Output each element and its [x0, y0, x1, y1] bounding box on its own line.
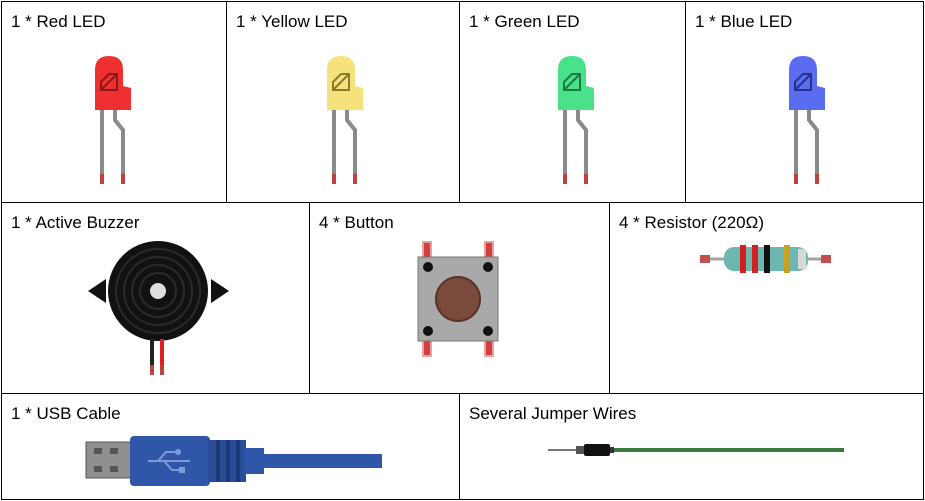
- cell-usb-cable: 1 * USB Cable: [1, 393, 460, 500]
- green-led-icon: [550, 52, 600, 187]
- red-led-icon: [87, 52, 137, 187]
- cell-red-led: 1 * Red LED: [1, 1, 227, 203]
- resistor-icon: [698, 239, 833, 275]
- cell-blue-led: 1 * Blue LED: [685, 1, 924, 203]
- cell-active-buzzer: 1 * Active Buzzer: [1, 202, 310, 394]
- buzzer-icon: [86, 239, 231, 379]
- active-buzzer-label: 1 * Active Buzzer: [11, 213, 140, 232]
- cell-button: 4 * Button: [309, 202, 610, 394]
- blue-led-label: 1 * Blue LED: [695, 12, 793, 31]
- push-button-icon: [414, 239, 502, 359]
- blue-led-icon: [781, 52, 831, 187]
- yellow-led-icon: [319, 52, 369, 187]
- yellow-led-label: 1 * Yellow LED: [236, 12, 348, 31]
- usb-cable-label: 1 * USB Cable: [11, 404, 121, 423]
- cell-green-led: 1 * Green LED: [459, 1, 686, 203]
- jumper-wires-label: Several Jumper Wires: [469, 404, 637, 423]
- usb-cable-icon: [84, 432, 384, 490]
- cell-resistor: 4 * Resistor (220Ω): [609, 202, 924, 394]
- cell-jumper-wires: Several Jumper Wires: [459, 393, 924, 500]
- jumper-wire-icon: [546, 438, 846, 462]
- green-led-label: 1 * Green LED: [469, 12, 580, 31]
- red-led-label: 1 * Red LED: [11, 12, 106, 31]
- resistor-label: 4 * Resistor (220Ω): [619, 213, 764, 232]
- button-label: 4 * Button: [319, 213, 394, 232]
- cell-yellow-led: 1 * Yellow LED: [226, 1, 460, 203]
